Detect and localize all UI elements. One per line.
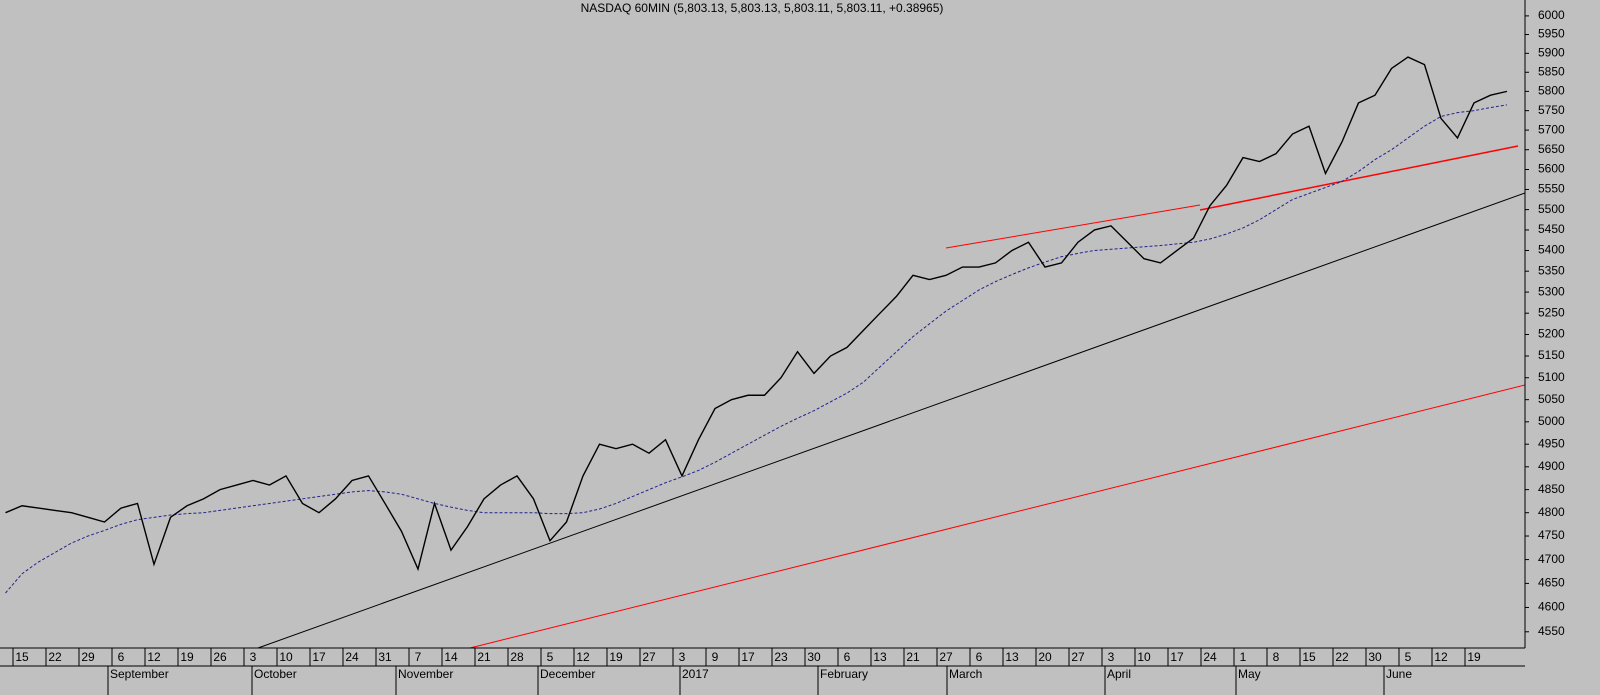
y-tick-label: 4950 bbox=[1538, 436, 1565, 450]
x-tick-label: 9 bbox=[712, 650, 719, 664]
x-tick-label: 29 bbox=[81, 650, 95, 664]
trendline bbox=[1199, 145, 1519, 211]
x-tick-label: 30 bbox=[807, 650, 821, 664]
trendline bbox=[945, 204, 1201, 249]
y-tick-label: 4800 bbox=[1538, 505, 1565, 519]
chart-title: NASDAQ 60MIN (5,803.13, 5,803.13, 5,803.… bbox=[581, 1, 944, 15]
month-label: May bbox=[1238, 667, 1261, 681]
y-tick-label: 4650 bbox=[1538, 576, 1565, 590]
x-tick-label: 8 bbox=[1273, 650, 1280, 664]
y-tick-label: 5100 bbox=[1538, 370, 1565, 384]
x-tick-label: 26 bbox=[213, 650, 227, 664]
trendline bbox=[469, 384, 1526, 649]
x-tick-label: 10 bbox=[279, 650, 293, 664]
y-tick-label: 4750 bbox=[1538, 528, 1565, 542]
month-label: November bbox=[398, 667, 453, 681]
x-tick-label: 15 bbox=[15, 650, 29, 664]
y-tick-label: 5750 bbox=[1538, 103, 1565, 117]
x-tick-label: 24 bbox=[1203, 650, 1217, 664]
x-tick-label: 27 bbox=[1071, 650, 1085, 664]
x-tick-label: 28 bbox=[510, 650, 524, 664]
month-label: 2017 bbox=[682, 667, 709, 681]
x-tick-label: 3 bbox=[679, 650, 686, 664]
x-tick-label: 13 bbox=[873, 650, 887, 664]
month-label: February bbox=[820, 667, 868, 681]
y-tick-label: 5500 bbox=[1538, 202, 1565, 216]
x-tick-label: 22 bbox=[48, 650, 62, 664]
x-tick-label: 6 bbox=[844, 650, 851, 664]
x-tick-label: 15 bbox=[1302, 650, 1316, 664]
y-tick-label: 5250 bbox=[1538, 305, 1565, 319]
x-tick-label: 22 bbox=[1335, 650, 1349, 664]
x-tick-label: 20 bbox=[1038, 650, 1052, 664]
moving-average bbox=[5, 104, 1508, 594]
x-tick-label: 5 bbox=[547, 650, 554, 664]
y-tick-label: 5900 bbox=[1538, 45, 1565, 59]
y-tick-label: 4700 bbox=[1538, 552, 1565, 566]
x-tick-label: 23 bbox=[774, 650, 788, 664]
month-label: June bbox=[1386, 667, 1412, 681]
x-tick-label: 3 bbox=[1108, 650, 1115, 664]
x-tick-label: 19 bbox=[609, 650, 623, 664]
y-tick-label: 5400 bbox=[1538, 243, 1565, 257]
y-tick-label: 5000 bbox=[1538, 414, 1565, 428]
y-tick-label: 5950 bbox=[1538, 27, 1565, 41]
x-tick-label: 7 bbox=[415, 650, 422, 664]
x-tick-label: 24 bbox=[345, 650, 359, 664]
y-tick-label: 5650 bbox=[1538, 142, 1565, 156]
month-label: December bbox=[540, 667, 595, 681]
y-tick-label: 5200 bbox=[1538, 327, 1565, 341]
x-tick-label: 3 bbox=[250, 650, 257, 664]
x-tick-label: 31 bbox=[378, 650, 392, 664]
x-tick-label: 27 bbox=[642, 650, 656, 664]
x-tick-label: 6 bbox=[976, 650, 983, 664]
trendline bbox=[257, 192, 1526, 649]
y-tick-label: 4900 bbox=[1538, 459, 1565, 473]
month-label: March bbox=[949, 667, 982, 681]
y-tick-label: 4850 bbox=[1538, 482, 1565, 496]
x-tick-label: 12 bbox=[147, 650, 161, 664]
x-tick-label: 1 bbox=[1240, 650, 1247, 664]
x-tick-label: 12 bbox=[1434, 650, 1448, 664]
y-tick-label: 5850 bbox=[1538, 64, 1565, 78]
x-tick-label: 6 bbox=[118, 650, 125, 664]
y-tick-label: 5350 bbox=[1538, 263, 1565, 277]
y-tick-label: 4600 bbox=[1538, 600, 1565, 614]
x-tick-label: 17 bbox=[741, 650, 755, 664]
y-tick-label: 6000 bbox=[1538, 8, 1565, 22]
x-tick-label: 5 bbox=[1405, 650, 1412, 664]
y-tick-label: 5550 bbox=[1538, 182, 1565, 196]
month-label: April bbox=[1107, 667, 1131, 681]
y-tick-label: 5800 bbox=[1538, 84, 1565, 98]
x-tick-label: 19 bbox=[1467, 650, 1481, 664]
y-tick-label: 5450 bbox=[1538, 222, 1565, 236]
x-tick-label: 12 bbox=[576, 650, 590, 664]
x-tick-label: 17 bbox=[1170, 650, 1184, 664]
x-tick-label: 27 bbox=[939, 650, 953, 664]
month-label: October bbox=[254, 667, 297, 681]
y-tick-label: 4550 bbox=[1538, 624, 1565, 638]
month-label: September bbox=[110, 667, 169, 681]
x-tick-label: 30 bbox=[1368, 650, 1382, 664]
y-tick-label: 5700 bbox=[1538, 122, 1565, 136]
x-tick-label: 14 bbox=[444, 650, 458, 664]
y-tick-label: 5150 bbox=[1538, 348, 1565, 362]
price-line bbox=[5, 56, 1508, 572]
y-tick-label: 5300 bbox=[1538, 284, 1565, 298]
x-tick-label: 10 bbox=[1137, 650, 1151, 664]
x-tick-label: 19 bbox=[180, 650, 194, 664]
x-tick-label: 21 bbox=[906, 650, 920, 664]
x-tick-label: 21 bbox=[477, 650, 491, 664]
y-tick-label: 5050 bbox=[1538, 392, 1565, 406]
y-tick-label: 5600 bbox=[1538, 162, 1565, 176]
x-tick-label: 17 bbox=[312, 650, 326, 664]
x-tick-label: 13 bbox=[1005, 650, 1019, 664]
